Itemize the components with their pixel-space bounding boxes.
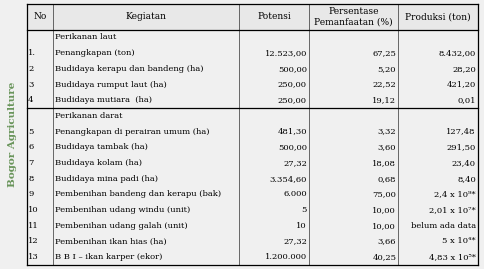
Text: 5 x 10⁴*: 5 x 10⁴* <box>441 238 475 245</box>
Text: 8: 8 <box>28 175 33 183</box>
Text: Persentase
Pemanfaatan (%): Persentase Pemanfaatan (%) <box>314 7 392 27</box>
Text: 2,4 x 10⁹*: 2,4 x 10⁹* <box>433 190 475 198</box>
Text: 10,00: 10,00 <box>372 222 395 230</box>
Text: Produksi (ton): Produksi (ton) <box>404 12 470 21</box>
Text: Budidaya kerapu dan bandeng (ha): Budidaya kerapu dan bandeng (ha) <box>55 65 203 73</box>
Text: Budidaya tambak (ha): Budidaya tambak (ha) <box>55 143 148 151</box>
Text: 9: 9 <box>28 190 33 198</box>
Text: 27,32: 27,32 <box>283 238 306 245</box>
Text: 5,20: 5,20 <box>377 65 395 73</box>
Text: 10: 10 <box>296 222 306 230</box>
Text: 10,00: 10,00 <box>372 206 395 214</box>
Text: B B I – ikan karper (ekor): B B I – ikan karper (ekor) <box>55 253 162 261</box>
Text: belum ada data: belum ada data <box>410 222 475 230</box>
Text: 22,52: 22,52 <box>372 80 395 89</box>
Text: 127,48: 127,48 <box>445 128 475 136</box>
Text: Potensi: Potensi <box>257 12 290 21</box>
Text: 6: 6 <box>28 143 33 151</box>
Text: 67,25: 67,25 <box>372 49 395 57</box>
Text: 7: 7 <box>28 159 33 167</box>
Text: 5: 5 <box>301 206 306 214</box>
Text: No: No <box>33 12 46 21</box>
Text: Pembenihan udang windu (unit): Pembenihan udang windu (unit) <box>55 206 190 214</box>
Text: Pembenihan bandeng dan kerapu (bak): Pembenihan bandeng dan kerapu (bak) <box>55 190 221 198</box>
Text: 1.200.000: 1.200.000 <box>264 253 306 261</box>
Text: 19,12: 19,12 <box>371 96 395 104</box>
Text: 291,50: 291,50 <box>446 143 475 151</box>
Text: 10: 10 <box>28 206 39 214</box>
Text: 28,20: 28,20 <box>451 65 475 73</box>
Text: 6.000: 6.000 <box>283 190 306 198</box>
Text: 4,83 x 10⁵*: 4,83 x 10⁵* <box>428 253 475 261</box>
Text: Budidaya mutiara  (ha): Budidaya mutiara (ha) <box>55 96 152 104</box>
Text: 75,00: 75,00 <box>372 190 395 198</box>
Text: 12.523,00: 12.523,00 <box>264 49 306 57</box>
Text: 250,00: 250,00 <box>277 80 306 89</box>
Text: 5: 5 <box>28 128 33 136</box>
Text: 40,25: 40,25 <box>371 253 395 261</box>
Text: Budidaya mina padi (ha): Budidaya mina padi (ha) <box>55 175 158 183</box>
Text: Perikanan laut: Perikanan laut <box>55 33 116 41</box>
Text: 3,32: 3,32 <box>377 128 395 136</box>
Text: 2,01 x 10⁷*: 2,01 x 10⁷* <box>428 206 475 214</box>
Text: 4: 4 <box>28 96 33 104</box>
Text: Pembenihan ikan hias (ha): Pembenihan ikan hias (ha) <box>55 238 166 245</box>
Text: 23,40: 23,40 <box>451 159 475 167</box>
Text: 1.: 1. <box>28 49 36 57</box>
Text: 3.354,60: 3.354,60 <box>269 175 306 183</box>
Text: 250,00: 250,00 <box>277 96 306 104</box>
Text: 3,60: 3,60 <box>377 143 395 151</box>
Text: Bogor Agriculture: Bogor Agriculture <box>8 82 16 187</box>
Text: 481,30: 481,30 <box>277 128 306 136</box>
Text: 8,40: 8,40 <box>456 175 475 183</box>
Text: 500,00: 500,00 <box>277 65 306 73</box>
Text: 11: 11 <box>28 222 39 230</box>
Text: 500,00: 500,00 <box>277 143 306 151</box>
Bar <box>27 4 477 30</box>
Text: Penangkapan (ton): Penangkapan (ton) <box>55 49 135 57</box>
Text: 2: 2 <box>28 65 33 73</box>
Text: 0,68: 0,68 <box>377 175 395 183</box>
Text: Perikanan darat: Perikanan darat <box>55 112 122 120</box>
Text: 421,20: 421,20 <box>446 80 475 89</box>
Text: 0,01: 0,01 <box>456 96 475 104</box>
Text: 8.432,00: 8.432,00 <box>438 49 475 57</box>
Text: Penangkapan di perairan umum (ha): Penangkapan di perairan umum (ha) <box>55 128 209 136</box>
Text: 3: 3 <box>28 80 33 89</box>
Text: Pembenihan udang galah (unit): Pembenihan udang galah (unit) <box>55 222 187 230</box>
Text: 13: 13 <box>28 253 39 261</box>
Text: 3,66: 3,66 <box>377 238 395 245</box>
Text: 27,32: 27,32 <box>283 159 306 167</box>
Text: 18,08: 18,08 <box>371 159 395 167</box>
Text: Kegiatan: Kegiatan <box>125 12 166 21</box>
Text: Budidaya kolam (ha): Budidaya kolam (ha) <box>55 159 142 167</box>
Text: 12: 12 <box>28 238 39 245</box>
Text: Budidaya rumput laut (ha): Budidaya rumput laut (ha) <box>55 80 166 89</box>
